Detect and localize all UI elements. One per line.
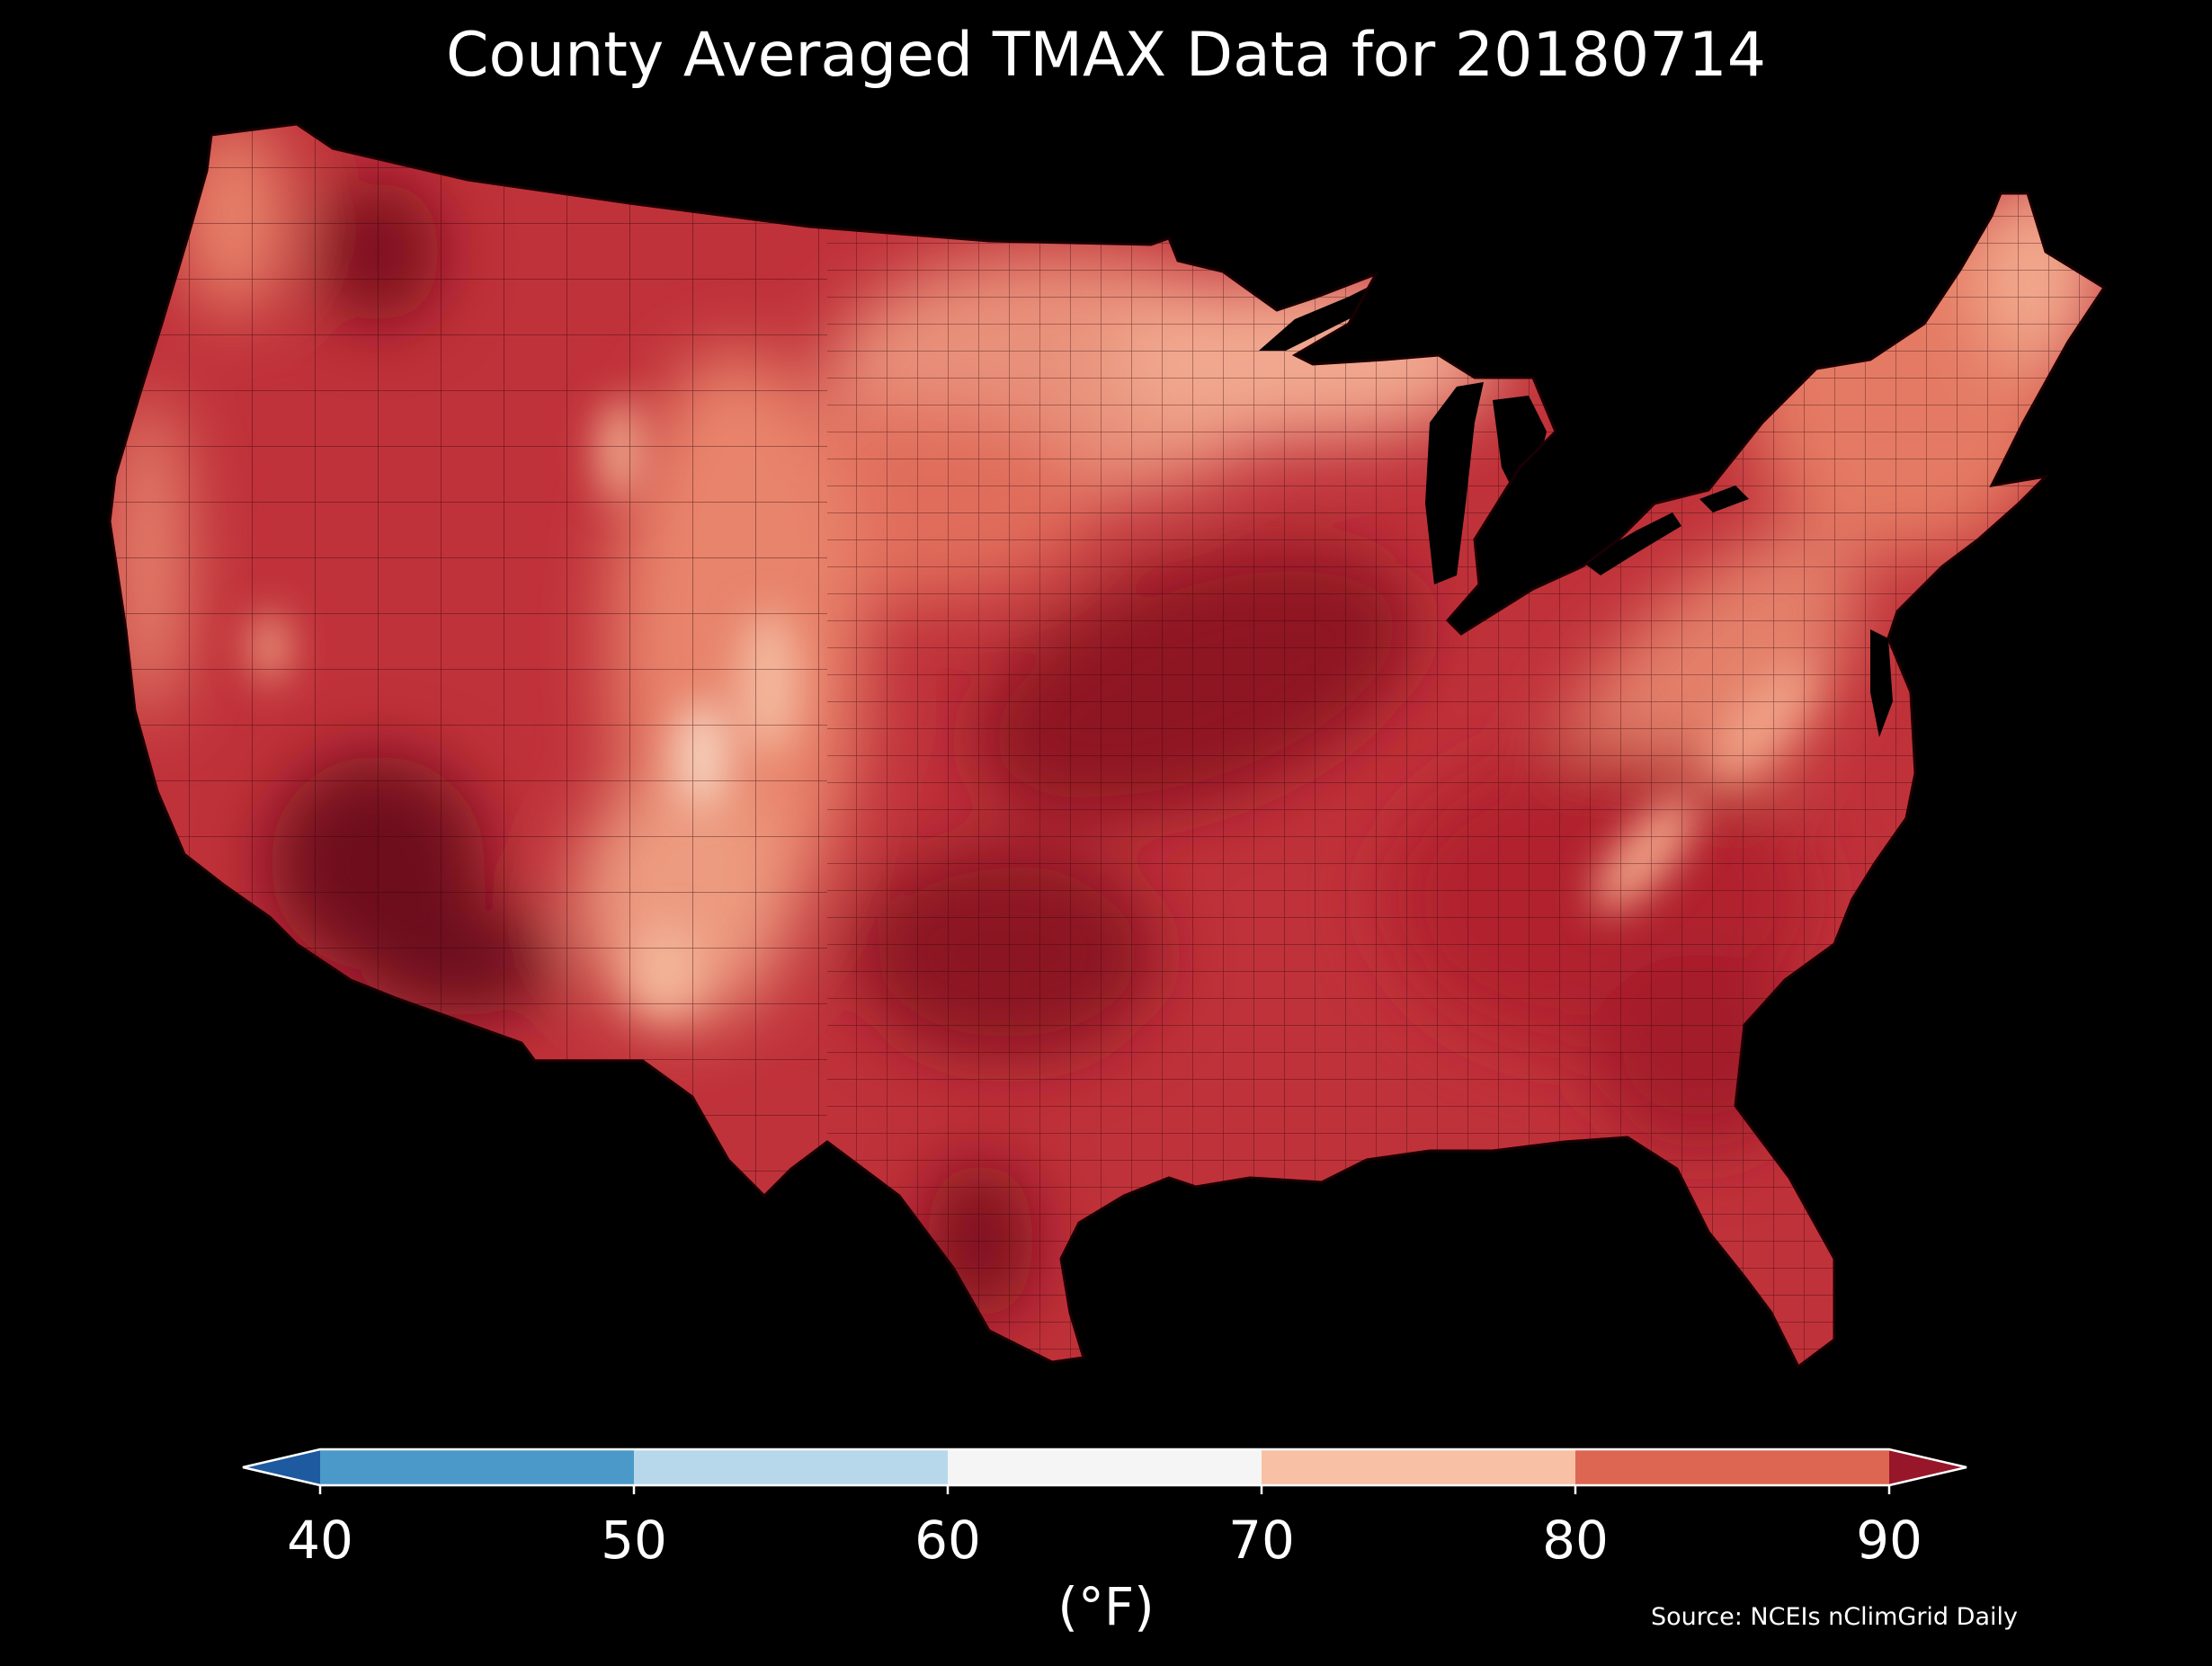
colorbar-tick-label: 60	[914, 1510, 981, 1571]
colorbar-bin	[1262, 1449, 1575, 1485]
colorbar-bin	[320, 1449, 634, 1485]
colorbar-bin	[948, 1449, 1262, 1485]
colorbar-tick-label: 90	[1856, 1510, 1922, 1571]
colorbar-tick-label: 50	[601, 1510, 667, 1571]
colorbar-tick-label: 80	[1542, 1510, 1609, 1571]
colorbar-over-extension	[1889, 1449, 1967, 1485]
map-title: County Averaged TMAX Data for 20180714	[446, 20, 1766, 91]
colorbar-tick-label: 70	[1228, 1510, 1295, 1571]
colorbar-bin	[1575, 1449, 1889, 1485]
source-credit: Source: NCEIs nClimGrid Daily	[1651, 1603, 2018, 1631]
colorbar-bin	[634, 1449, 948, 1485]
colorbar-tick-label: 40	[287, 1510, 353, 1571]
great-lakes	[1259, 283, 1893, 737]
colorbar-unit-label: (°F)	[1057, 1576, 1155, 1637]
colorbar-under-extension	[243, 1449, 320, 1485]
